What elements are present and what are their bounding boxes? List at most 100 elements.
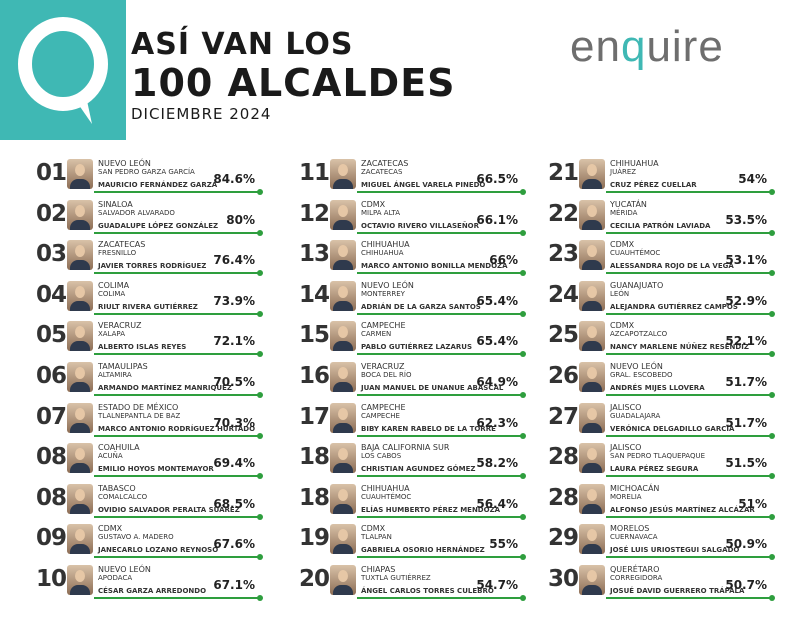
approval-value: 69.4% bbox=[213, 456, 255, 471]
subtitle-date: DICIEMBRE 2024 bbox=[131, 105, 272, 123]
state-label: QUERÉTARO bbox=[610, 564, 660, 574]
ranking-row: 10 NUEVO LEÓN APODACA CÉSAR GARZA ARREDONDO… bbox=[36, 562, 263, 603]
state-label: MORELOS bbox=[610, 524, 650, 534]
rank-number: 03 bbox=[36, 241, 67, 268]
mayor-name: CECILIA PATRÓN LAVIADA bbox=[610, 221, 711, 230]
rank-number: 13 bbox=[299, 241, 330, 268]
mayor-name: ADRIÁN DE LA GARZA SANTOS bbox=[361, 302, 481, 311]
row-underline-bar bbox=[357, 189, 526, 195]
mayor-name: MARCO ANTONIO BONILLA MENDOZA bbox=[361, 262, 508, 271]
ranking-row: 25 CDMX AZCAPOTZALCO NANCY MARLENE NÚÑEZ RE… bbox=[548, 318, 775, 359]
rank-number: 28 bbox=[548, 444, 579, 471]
approval-value: 50.7% bbox=[725, 577, 767, 592]
mayor-name: JOSÉ LUIS URIOSTEGUI SALGADO bbox=[610, 546, 740, 555]
municipality-label: ZACATECAS bbox=[361, 168, 403, 176]
approval-value: 84.6% bbox=[213, 172, 255, 186]
page-title: ASÍ VAN LOS 100 ALCALDES DICIEMBRE 2024 bbox=[131, 28, 456, 124]
mayor-name: MIGUEL ÁNGEL VARELA PINEDO bbox=[361, 181, 486, 189]
mayor-photo bbox=[330, 524, 356, 555]
brand-text-right: uire bbox=[646, 22, 724, 71]
state-label: BAJA CALIFORNIA SUR bbox=[361, 443, 450, 453]
municipality-label: COMALCALCO bbox=[98, 492, 148, 501]
approval-value: 70.3% bbox=[213, 415, 255, 430]
rank-number: 14 bbox=[299, 281, 330, 308]
state-label: CHIHUAHUA bbox=[361, 240, 410, 250]
municipality-label: GRAL. ESCOBEDO bbox=[610, 370, 673, 379]
state-label: VERACRUZ bbox=[361, 361, 405, 371]
ranking-row: 09 CDMX GUSTAVO A. MADERO JANECARLO LOZANO … bbox=[36, 521, 263, 562]
row-underline-bar bbox=[357, 513, 526, 520]
row-underline-bar bbox=[94, 594, 263, 601]
mayor-name: RIULT RIVERA GUTIÉRREZ bbox=[98, 302, 198, 311]
row-underline-bar bbox=[357, 554, 526, 561]
state-label: NUEVO LEÓN bbox=[98, 159, 151, 168]
mayor-name: CRUZ PÉREZ CUELLAR bbox=[610, 181, 697, 189]
municipality-label: ACUÑA bbox=[98, 452, 123, 461]
ranking-row: 03 ZACATECAS FRESNILLO JAVIER TORRES RODRÍG… bbox=[36, 237, 263, 278]
mayor-name: JOSUÉ DAVID GUERRERO TRÁPALA bbox=[610, 586, 745, 595]
ranking-row: 08 COAHUILA ACUÑA EMILIO HOYOS MONTEMAYOR 69… bbox=[36, 440, 263, 481]
municipality-label: MONTERREY bbox=[361, 289, 405, 298]
state-label: CDMX bbox=[361, 199, 386, 209]
rank-number: 22 bbox=[548, 200, 579, 227]
municipality-label: AZCAPOTZALCO bbox=[610, 330, 668, 339]
ranking-column-2: 11 ZACATECAS ZACATECAS MIGUEL ÁNGEL VARELA … bbox=[299, 156, 526, 603]
state-label: VERACRUZ bbox=[98, 321, 142, 331]
row-underline-bar bbox=[357, 229, 526, 236]
rank-number: 15 bbox=[299, 322, 330, 349]
speech-bubble-icon bbox=[18, 17, 108, 124]
municipality-label: MÉRIDA bbox=[610, 208, 638, 217]
ranking-row: 30 QUERÉTARO CORREGIDORA JOSUÉ DAVID GUERRE… bbox=[548, 562, 775, 603]
state-label: CHIAPAS bbox=[361, 564, 396, 574]
municipality-label: SALVADOR ALVARADO bbox=[98, 208, 175, 217]
municipality-label: SAN PEDRO TLAQUEPAQUE bbox=[610, 452, 706, 461]
municipality-label: APODACA bbox=[98, 573, 133, 582]
title-line-1: ASÍ VAN LOS bbox=[131, 27, 354, 62]
ranking-row: 18 CHIHUAHUA CUAUHTÉMOC ELÍAS HUMBERTO PÉRE… bbox=[299, 481, 526, 522]
mayor-name: JUAN MANUEL DE UNANUE ABASCAL bbox=[361, 383, 504, 392]
mayor-photo bbox=[579, 483, 605, 514]
mayor-name: ÁNGEL CARLOS TORRES CULEBRO bbox=[361, 586, 494, 595]
ranking-row: 20 CHIAPAS TUXTLA GUTIÉRREZ ÁNGEL CARLOS TO… bbox=[299, 562, 526, 603]
rank-number: 04 bbox=[36, 281, 67, 308]
rank-number: 12 bbox=[299, 200, 330, 227]
mayor-photo bbox=[67, 524, 93, 555]
approval-value: 52.9% bbox=[725, 293, 767, 308]
mayor-photo bbox=[330, 159, 356, 189]
mayor-photo bbox=[330, 483, 356, 514]
approval-value: 53.1% bbox=[725, 253, 767, 268]
state-label: CDMX bbox=[98, 524, 123, 534]
brand-text-q: q bbox=[620, 22, 647, 71]
municipality-label: TUXTLA GUTIÉRREZ bbox=[361, 573, 431, 582]
ranking-row: 05 VERACRUZ XALAPA ALBERTO ISLAS REYES 72.1% bbox=[36, 318, 263, 359]
approval-value: 65.4% bbox=[476, 293, 518, 308]
municipality-label: CAMPECHE bbox=[361, 411, 400, 420]
approval-value: 56.4% bbox=[476, 496, 518, 511]
row-underline-bar bbox=[357, 351, 526, 358]
rank-number: 08 bbox=[36, 444, 67, 471]
row-underline-bar bbox=[357, 270, 526, 277]
row-underline-bar bbox=[94, 473, 263, 480]
municipality-label: LEÓN bbox=[610, 289, 630, 298]
rank-number: 28 bbox=[548, 484, 579, 511]
mayor-name: ANDRÉS MIJES LLOVERA bbox=[610, 383, 705, 392]
ranking-row: 14 NUEVO LEÓN MONTERREY ADRIÁN DE LA GARZA … bbox=[299, 278, 526, 319]
rank-number: 16 bbox=[299, 362, 330, 389]
row-underline-bar bbox=[94, 270, 263, 277]
state-label: CHIHUAHUA bbox=[361, 483, 410, 493]
municipality-label: CORREGIDORA bbox=[610, 573, 663, 582]
mayor-name: ARMANDO MARTÍNEZ MANRIQUEZ bbox=[98, 383, 232, 392]
approval-value: 70.5% bbox=[213, 374, 255, 389]
ranking-row: 19 CDMX TLALPAN GABRIELA OSORIO HERNÁNDEZ 55… bbox=[299, 521, 526, 562]
ranking-row: 26 NUEVO LEÓN GRAL. ESCOBEDO ANDRÉS MIJES L… bbox=[548, 359, 775, 400]
rank-number: 01 bbox=[36, 160, 67, 186]
row-underline-bar bbox=[606, 432, 775, 439]
mayor-photo bbox=[579, 402, 605, 433]
mayor-photo bbox=[579, 443, 605, 474]
approval-value: 51.7% bbox=[725, 374, 767, 389]
approval-value: 55% bbox=[489, 537, 518, 552]
row-underline-bar bbox=[94, 391, 263, 398]
ranking-row: 28 MICHOACÁN MORELIA ALFONSO JESÚS MARTÍNEZ… bbox=[548, 481, 775, 522]
municipality-label: MORELIA bbox=[610, 492, 642, 501]
rank-number: 21 bbox=[548, 160, 579, 186]
